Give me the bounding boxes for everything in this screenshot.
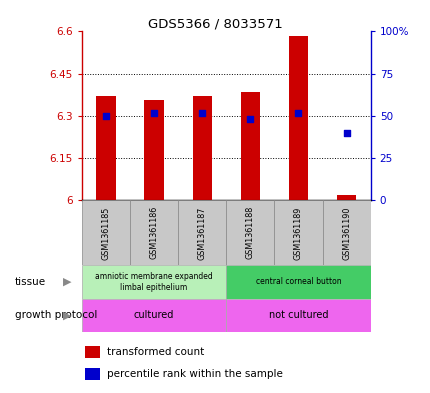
- Text: ▶: ▶: [62, 310, 71, 320]
- Text: GSM1361187: GSM1361187: [197, 206, 206, 259]
- Text: GSM1361190: GSM1361190: [341, 206, 350, 259]
- Bar: [85, 346, 100, 358]
- Text: GSM1361189: GSM1361189: [293, 206, 302, 259]
- Point: [150, 109, 157, 116]
- Bar: [144, 101, 163, 200]
- Point: [342, 130, 349, 136]
- Bar: [192, 96, 211, 200]
- Text: cultured: cultured: [134, 310, 174, 320]
- Bar: [240, 92, 259, 200]
- Bar: [82, 265, 226, 299]
- Bar: [288, 36, 307, 200]
- Point: [246, 116, 253, 123]
- Bar: [274, 200, 322, 265]
- Point: [294, 109, 301, 116]
- Text: transformed count: transformed count: [107, 347, 203, 357]
- Text: amniotic membrane expanded
limbal epithelium: amniotic membrane expanded limbal epithe…: [95, 272, 212, 292]
- Bar: [85, 368, 100, 380]
- Bar: [226, 299, 370, 332]
- Text: percentile rank within the sample: percentile rank within the sample: [107, 369, 282, 379]
- Text: growth protocol: growth protocol: [15, 310, 97, 320]
- Bar: [226, 200, 274, 265]
- Point: [102, 113, 109, 119]
- Bar: [130, 200, 178, 265]
- Text: tissue: tissue: [15, 277, 46, 287]
- Bar: [96, 96, 115, 200]
- Text: ▶: ▶: [62, 277, 71, 287]
- Bar: [82, 200, 130, 265]
- Bar: [178, 200, 226, 265]
- Text: GSM1361186: GSM1361186: [149, 206, 158, 259]
- Text: not cultured: not cultured: [268, 310, 328, 320]
- Bar: [336, 195, 355, 200]
- Bar: [322, 200, 370, 265]
- Text: GSM1361188: GSM1361188: [245, 206, 254, 259]
- Text: central corneal button: central corneal button: [255, 277, 341, 286]
- Point: [198, 109, 205, 116]
- Text: GDS5366 / 8033571: GDS5366 / 8033571: [148, 18, 282, 31]
- Text: GSM1361185: GSM1361185: [101, 206, 110, 259]
- Bar: [226, 265, 370, 299]
- Bar: [82, 299, 226, 332]
